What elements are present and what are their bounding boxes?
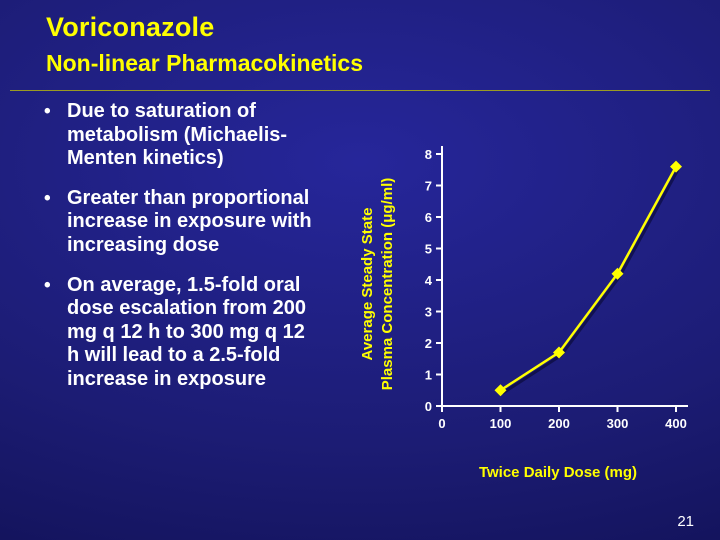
chart-line-shadow [501, 168, 680, 395]
bullet-icon: • [44, 101, 51, 122]
bullet-item: • Due to saturation of metabolism (Micha… [44, 100, 330, 171]
y-tick-label: 2 [425, 336, 432, 351]
bullet-icon: • [44, 187, 51, 209]
x-tick-label: 200 [548, 416, 570, 431]
chart-line [499, 166, 678, 392]
bullet-text: Due to saturation of metabolism (Michael… [67, 100, 288, 170]
y-tick-label: 6 [425, 210, 432, 225]
bullet-item: • On average, 1.5-fold oral dose escalat… [44, 274, 330, 392]
y-axis-title: Average Steady State Plasma Concentratio… [358, 134, 402, 434]
y-tick-label: 8 [425, 147, 432, 162]
bullet-text: On average, 1.5-fold oral dose escalatio… [67, 273, 306, 390]
x-axis-title: Twice Daily Dose (mg) [478, 464, 638, 481]
bullet-list: • Due to saturation of metabolism (Micha… [44, 100, 330, 408]
y-tick-label: 7 [425, 179, 432, 194]
bullet-item: • Greater than proportional increase in … [44, 187, 330, 258]
dose-concentration-chart: 0 1 2 3 4 5 6 7 8 0 100 200 300 400 [425, 146, 688, 431]
slide-title: Voriconazole [46, 12, 215, 42]
y-tick-label: 0 [425, 399, 432, 414]
bullet-text: Greater than proportional increase in ex… [67, 186, 312, 256]
data-point-marker [611, 267, 624, 280]
y-tick-label: 4 [425, 273, 433, 288]
y-axis-title-line2: Plasma Concentration (μg/ml) [378, 177, 396, 391]
data-point-marker [670, 160, 682, 173]
divider-line [10, 90, 710, 91]
y-axis-title-line1: Average Steady State [359, 207, 376, 361]
x-tick-label: 0 [438, 416, 445, 431]
page-number: 21 [677, 513, 694, 530]
y-tick-label: 3 [425, 305, 432, 320]
data-point-marker [553, 346, 565, 359]
bullet-icon: • [44, 274, 51, 296]
x-tick-label: 100 [490, 416, 512, 431]
y-tick-label: 1 [425, 368, 432, 383]
data-point-marker [494, 384, 507, 397]
y-tick-label: 5 [425, 242, 432, 257]
x-tick-label: 400 [665, 416, 687, 431]
x-tick-label: 300 [607, 416, 629, 431]
slide-subtitle: Non-linear Pharmacokinetics [46, 50, 363, 76]
